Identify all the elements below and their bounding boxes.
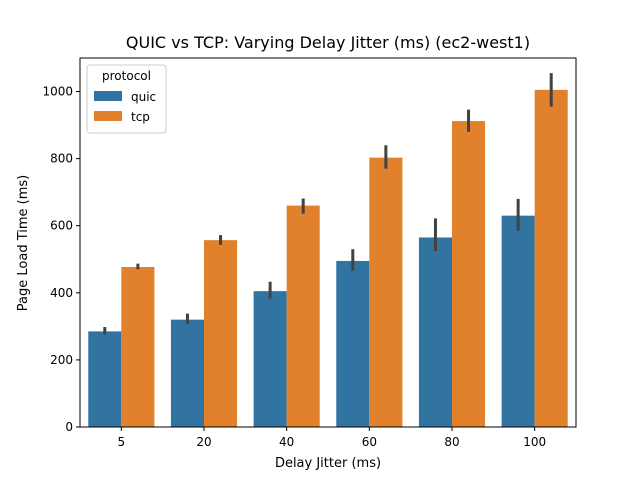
legend: protocol quic tcp	[86, 64, 167, 134]
bar-quic-60	[336, 260, 370, 427]
bar-tcp-100	[534, 89, 568, 428]
bars-group	[88, 89, 568, 428]
bar-quic-80	[418, 237, 452, 427]
legend-label-tcp: tcp	[131, 110, 150, 124]
y-tick-label-400: 400	[50, 286, 73, 300]
bar-tcp-5	[121, 266, 155, 427]
x-tick-label-20: 20	[196, 435, 211, 449]
y-tick-label-200: 200	[50, 353, 73, 367]
legend-swatch-tcp	[94, 111, 122, 121]
plot-frame	[79, 57, 577, 428]
y-tick-label-0: 0	[65, 420, 73, 434]
y-axis: 0 200 400 600 800 1000	[42, 85, 80, 434]
x-tick-label-80: 80	[444, 435, 459, 449]
legend-swatch-quic	[94, 91, 122, 101]
x-tick-label-5: 5	[118, 435, 126, 449]
chart-title: QUIC vs TCP: Varying Delay Jitter (ms) (…	[126, 33, 530, 52]
y-tick-label-600: 600	[50, 219, 73, 233]
y-tick-label-1000: 1000	[42, 85, 73, 99]
error-bars-group	[103, 73, 553, 335]
y-axis-label: Page Load Time (ms)	[16, 175, 31, 311]
x-tick-label-100: 100	[523, 435, 546, 449]
bar-quic-40	[253, 291, 287, 427]
legend-title: protocol	[102, 69, 151, 83]
bar-tcp-20	[204, 240, 238, 427]
x-axis: 5 20 40 60 80 100	[118, 427, 546, 449]
bar-tcp-40	[286, 205, 320, 427]
y-tick-label-800: 800	[50, 152, 73, 166]
x-axis-label: Delay Jitter (ms)	[275, 456, 381, 471]
bar-quic-100	[501, 215, 535, 427]
x-tick-label-40: 40	[279, 435, 294, 449]
bar-quic-20	[170, 319, 204, 427]
bar-tcp-80	[452, 121, 486, 427]
bar-tcp-60	[369, 157, 403, 427]
legend-label-quic: quic	[131, 90, 156, 104]
x-tick-label-60: 60	[362, 435, 377, 449]
bar-quic-5	[88, 331, 122, 427]
